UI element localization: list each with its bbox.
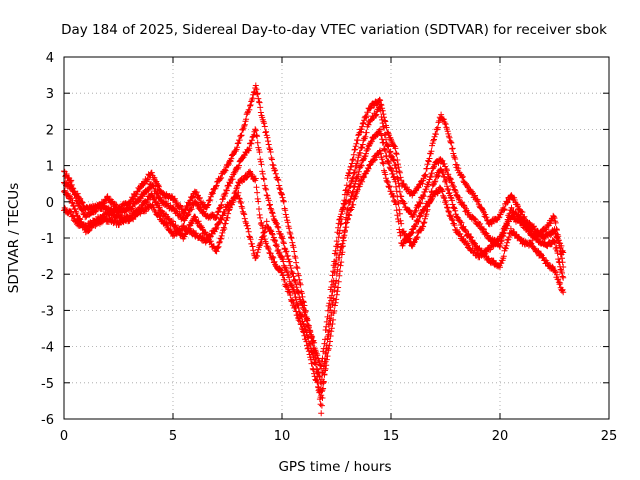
y-axis-title: SDTVAR / TECUs: [6, 183, 22, 293]
y-tick-label: 3: [46, 87, 54, 102]
y-tick-label: -3: [41, 304, 54, 319]
y-tick-label: -2: [41, 268, 54, 283]
x-tick-label: 25: [601, 429, 618, 444]
chart-title: Day 184 of 2025, Sidereal Day-to-day VTE…: [61, 22, 607, 38]
y-tick-label: 4: [46, 51, 54, 66]
y-tick-label: -5: [41, 377, 54, 392]
x-axis-title: GPS time / hours: [278, 459, 391, 475]
data-points: [61, 82, 567, 417]
y-tick-label: -6: [41, 413, 54, 428]
x-tick-label: 20: [492, 429, 509, 444]
x-tick-label: 10: [274, 429, 291, 444]
y-tick-label: 2: [46, 123, 54, 138]
y-tick-label: 0: [46, 196, 54, 211]
y-tick-label: -1: [41, 232, 54, 247]
axis-ticks: 0 5 10 15 20 25 -6 -5 -4 -3 -2 -1 0 1 2 3 4: [41, 51, 617, 444]
x-tick-label: 0: [60, 429, 68, 444]
y-tick-label: 1: [46, 160, 54, 175]
x-tick-label: 15: [383, 429, 400, 444]
y-tick-label: -4: [41, 341, 54, 356]
x-tick-label: 5: [169, 429, 177, 444]
